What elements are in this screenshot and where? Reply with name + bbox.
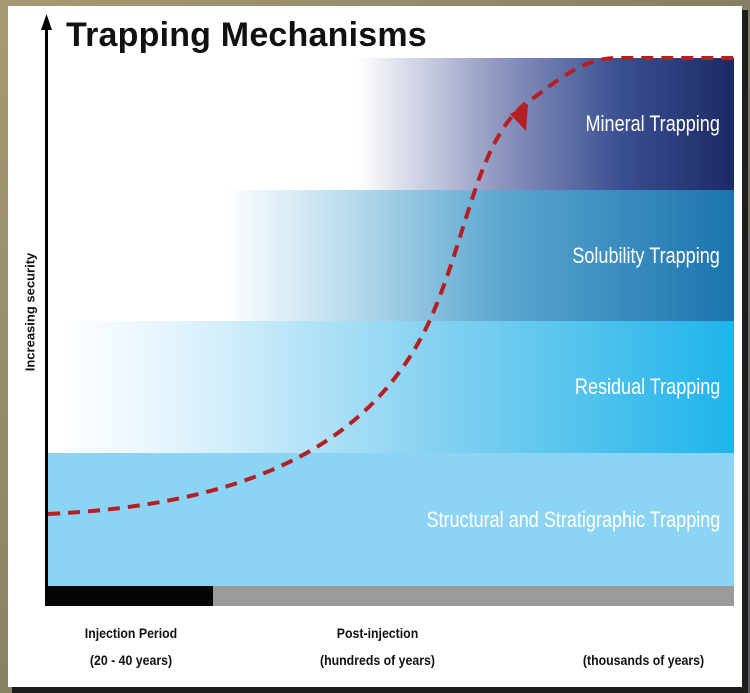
y-axis-line — [45, 28, 48, 606]
timeline-label-injection-line2: (20 - 40 years) — [89, 652, 173, 668]
band-solubility-trapping: Solubility Trapping — [224, 190, 734, 321]
band-label-residual: Residual Trapping — [574, 374, 720, 399]
panel-shadow-bottom — [12, 687, 748, 693]
band-mineral-trapping: Mineral Trapping — [358, 58, 734, 190]
timeline-label-thousands-line2: (thousands of years) — [582, 652, 705, 668]
y-axis-label-text: Increasing security — [22, 252, 38, 372]
band-residual-trapping: Residual Trapping — [62, 321, 734, 453]
timeline-label-injection-line1: Injection Period — [84, 625, 178, 641]
band-label-mineral: Mineral Trapping — [585, 111, 720, 136]
timeline-label-thousands-line1 — [567, 620, 721, 647]
timeline-label-post-line2: (hundreds of years) — [319, 652, 436, 668]
band-structural-stratigraphic-trapping: Structural and Stratigraphic Trapping — [48, 453, 734, 586]
timeline-label-thousands: (thousands of years) — [567, 620, 721, 674]
timeline-injection-bar — [48, 586, 213, 606]
timeline-label-injection: Injection Period (20 - 40 years) — [65, 620, 197, 674]
band-label-structural: Structural and Stratigraphic Trapping — [426, 506, 720, 532]
timeline-label-post-injection: Post-injection (hundreds of years) — [305, 620, 450, 674]
band-label-solubility: Solubility Trapping — [572, 242, 720, 268]
panel-shadow-right — [742, 10, 748, 690]
timeline-post-injection-bar — [213, 586, 734, 606]
diagram-title: Trapping Mechanisms — [66, 16, 427, 54]
timeline-label-post-line1: Post-injection — [336, 625, 419, 641]
